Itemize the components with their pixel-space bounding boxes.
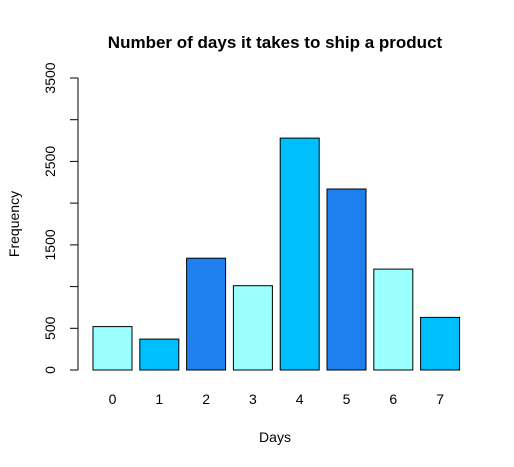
bar-day-4	[279, 137, 320, 371]
x-axis-ticks: 0 1 2 3 4 5 6 7	[109, 391, 445, 407]
bar-day-6	[373, 268, 414, 371]
bar-day-2	[186, 257, 227, 371]
x-tick-label: 7	[436, 391, 444, 407]
y-tick-label: 3500	[42, 62, 58, 93]
y-tick-label: 500	[42, 316, 58, 340]
y-axis-ticks: 0 500 1500 2500 3500	[42, 62, 78, 374]
bar-day-5	[326, 188, 367, 371]
x-tick-label: 4	[296, 391, 304, 407]
y-tick-label: 2500	[42, 146, 58, 177]
bar-day-3	[232, 285, 273, 371]
y-tick-label: 0	[42, 366, 58, 374]
bars-group	[92, 137, 461, 371]
y-axis-label: Frequency	[6, 191, 22, 257]
x-tick-label: 6	[389, 391, 397, 407]
bar-day-7	[420, 316, 461, 371]
bar-day-1	[139, 338, 180, 371]
x-axis-label: Days	[259, 429, 291, 445]
bar-day-0	[92, 326, 133, 371]
x-tick-label: 5	[343, 391, 351, 407]
y-tick-label: 1500	[42, 229, 58, 260]
x-tick-label: 3	[249, 391, 257, 407]
chart-title: Number of days it takes to ship a produc…	[108, 33, 443, 52]
x-tick-label: 1	[155, 391, 163, 407]
x-tick-label: 0	[109, 391, 117, 407]
x-tick-label: 2	[202, 391, 210, 407]
